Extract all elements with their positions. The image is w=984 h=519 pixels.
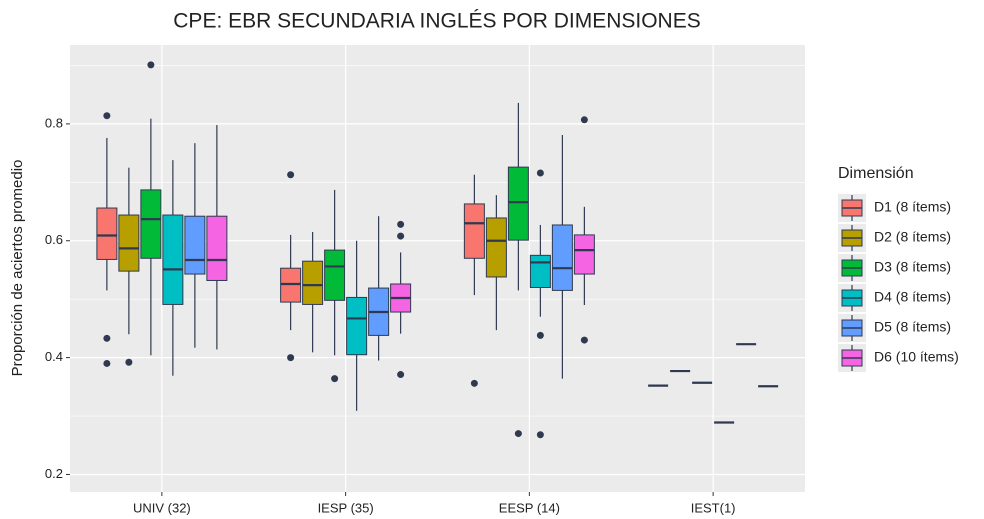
outlier [397, 232, 405, 240]
box-body [573, 234, 595, 275]
y-tick-label: 0.2 [45, 466, 63, 481]
legend-label: D2 (8 ítems) [874, 229, 951, 245]
legend-label: D6 (10 ítems) [874, 349, 959, 365]
box [96, 112, 118, 367]
box [529, 169, 551, 439]
legend-label: D3 (8 ítems) [874, 259, 951, 275]
outlier [147, 61, 155, 69]
box [280, 171, 302, 362]
box [551, 134, 573, 379]
box-body [280, 267, 302, 303]
box-body [206, 215, 228, 281]
x-tick-label: EESP (14) [499, 500, 560, 515]
box [184, 143, 206, 348]
box [368, 216, 390, 361]
outlier [536, 431, 544, 439]
box-body [140, 189, 162, 259]
outlier [103, 359, 111, 367]
outlier [536, 169, 544, 177]
outlier [103, 334, 111, 342]
box-body [324, 249, 346, 301]
legend-label: D5 (8 ítems) [874, 319, 951, 335]
box-body [463, 203, 485, 259]
outlier [287, 171, 295, 179]
box-body [162, 214, 184, 305]
box-body [551, 224, 573, 291]
x-tick-label: IEST(1) [691, 500, 736, 515]
outlier [536, 331, 544, 339]
box [206, 125, 228, 350]
box-body [529, 254, 551, 288]
outlier [470, 379, 478, 387]
x-tick-label: IESP (35) [318, 500, 374, 515]
outlier [331, 375, 339, 383]
y-tick-label: 0.4 [45, 349, 63, 364]
box [118, 167, 140, 366]
box [485, 195, 507, 331]
chart-title: CPE: EBR SECUNDARIA INGLÉS POR DIMENSION… [173, 10, 700, 33]
box [463, 174, 485, 387]
box [140, 61, 162, 356]
legend-label: D4 (8 ítems) [874, 289, 951, 305]
y-tick-label: 0.8 [45, 115, 63, 130]
y-axis-label: Proporción de aciertos promedio [9, 160, 26, 377]
outlier [514, 430, 522, 438]
outlier [287, 354, 295, 362]
box-body [302, 260, 324, 305]
box [162, 160, 184, 376]
box-body [507, 166, 529, 241]
box [346, 240, 368, 411]
x-tick-label: UNIV (32) [133, 500, 191, 515]
outlier [580, 116, 588, 124]
outlier [397, 220, 405, 228]
box-body [346, 296, 368, 356]
box [324, 189, 346, 383]
legend-label: D1 (8 ítems) [874, 199, 951, 215]
outlier [125, 358, 133, 366]
box-body [96, 207, 118, 260]
box [390, 220, 412, 379]
box-body [184, 215, 206, 275]
outlier [103, 112, 111, 120]
box [302, 231, 324, 353]
box-body [485, 217, 507, 278]
legend-title: Dimensión [838, 165, 914, 182]
outlier [580, 336, 588, 344]
y-tick-label: 0.6 [45, 232, 63, 247]
box-body [118, 214, 140, 272]
box [507, 102, 529, 438]
outlier [397, 371, 405, 379]
box [573, 116, 595, 344]
